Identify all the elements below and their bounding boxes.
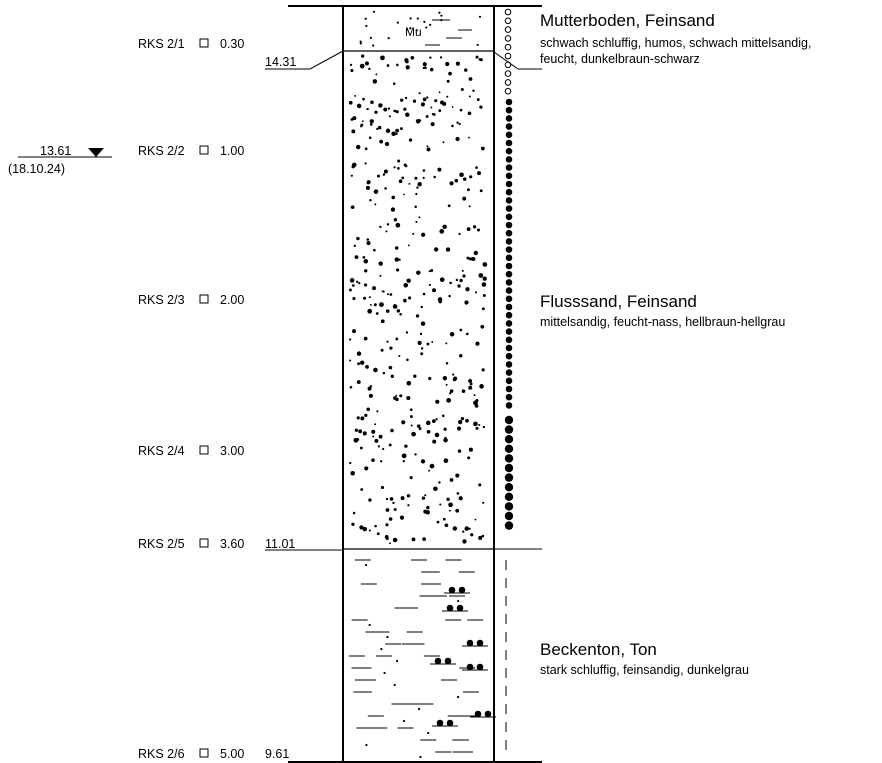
sample-depth: 2.00 — [220, 293, 244, 307]
sample-label: RKS 2/1 — [138, 37, 185, 51]
layer-1-description: Mutterboden, Feinsand schwach schluffig,… — [540, 11, 811, 66]
sample-2: RKS 2/2 1.00 — [138, 144, 244, 158]
sample-square-icon — [199, 538, 209, 548]
layer-title: Beckenton, Ton — [540, 640, 657, 659]
groundwater-elevation: 13.61 — [40, 144, 71, 158]
sample-depth: 0.30 — [220, 37, 244, 51]
sample-depth: 3.00 — [220, 444, 244, 458]
boundary-elevation: 11.01 — [265, 537, 295, 551]
sample-label: RKS 2/3 — [138, 293, 185, 307]
sample-label: RKS 2/5 — [138, 537, 185, 551]
sample-label: RKS 2/4 — [138, 444, 185, 458]
sample-square-icon — [199, 145, 209, 155]
sample-4: RKS 2/4 3.00 — [138, 444, 244, 458]
sample-depth: 1.00 — [220, 144, 244, 158]
layer-title: Flusssand, Feinsand — [540, 292, 697, 311]
moisture-symbol-column — [504, 8, 514, 750]
sand-pattern — [348, 54, 488, 545]
sample-5: RKS 2/5 3.60 — [138, 537, 244, 551]
sample-depth: 5.00 — [220, 747, 244, 761]
layer-description-line: stark schluffig, feinsandig, dunkelgrau — [540, 663, 749, 677]
layer-1-pointer-line — [493, 51, 519, 70]
elevation-marker-1: 14.31 — [265, 50, 344, 70]
layer-3-description: Beckenton, Ton stark schluffig, feinsand… — [540, 640, 749, 677]
layer-description-line: feucht, dunkelbraun-schwarz — [540, 52, 700, 66]
groundwater-date: (18.10.24) — [8, 162, 65, 176]
layer-title: Mutterboden, Feinsand — [540, 11, 715, 30]
boundary-elevation: 9.61 — [265, 747, 289, 761]
sample-label: RKS 2/6 — [138, 747, 185, 761]
sample-6: RKS 2/6 5.00 — [138, 747, 244, 761]
topsoil-symbol-label: Mu — [405, 25, 422, 39]
sample-label: RKS 2/2 — [138, 144, 185, 158]
sample-square-icon — [199, 38, 209, 48]
elevation-marker-3: 9.61 — [265, 747, 289, 761]
layer-2-description: Flusssand, Feinsand mittelsandig, feucht… — [540, 292, 785, 329]
elevation-marker-2: 11.01 — [265, 537, 343, 551]
borehole-column — [288, 6, 542, 763]
sample-depth: 3.60 — [220, 537, 244, 551]
boundary-elevation: 14.31 — [265, 55, 296, 69]
sample-3: RKS 2/3 2.00 — [138, 293, 244, 307]
groundwater-level: 13.61 (18.10.24) — [8, 144, 112, 176]
layer-description-line: schwach schluffig, humos, schwach mittel… — [540, 36, 811, 50]
sample-square-icon — [199, 294, 209, 304]
sample-square-icon — [199, 445, 209, 455]
sample-square-icon — [199, 748, 209, 758]
sample-1: RKS 2/1 0.30 — [138, 37, 244, 51]
groundwater-triangle-icon — [88, 148, 104, 157]
topsoil-pattern — [359, 10, 482, 47]
layer-description-line: mittelsandig, feucht-nass, hellbraun-hel… — [540, 315, 785, 329]
clay-pattern — [348, 559, 496, 759]
